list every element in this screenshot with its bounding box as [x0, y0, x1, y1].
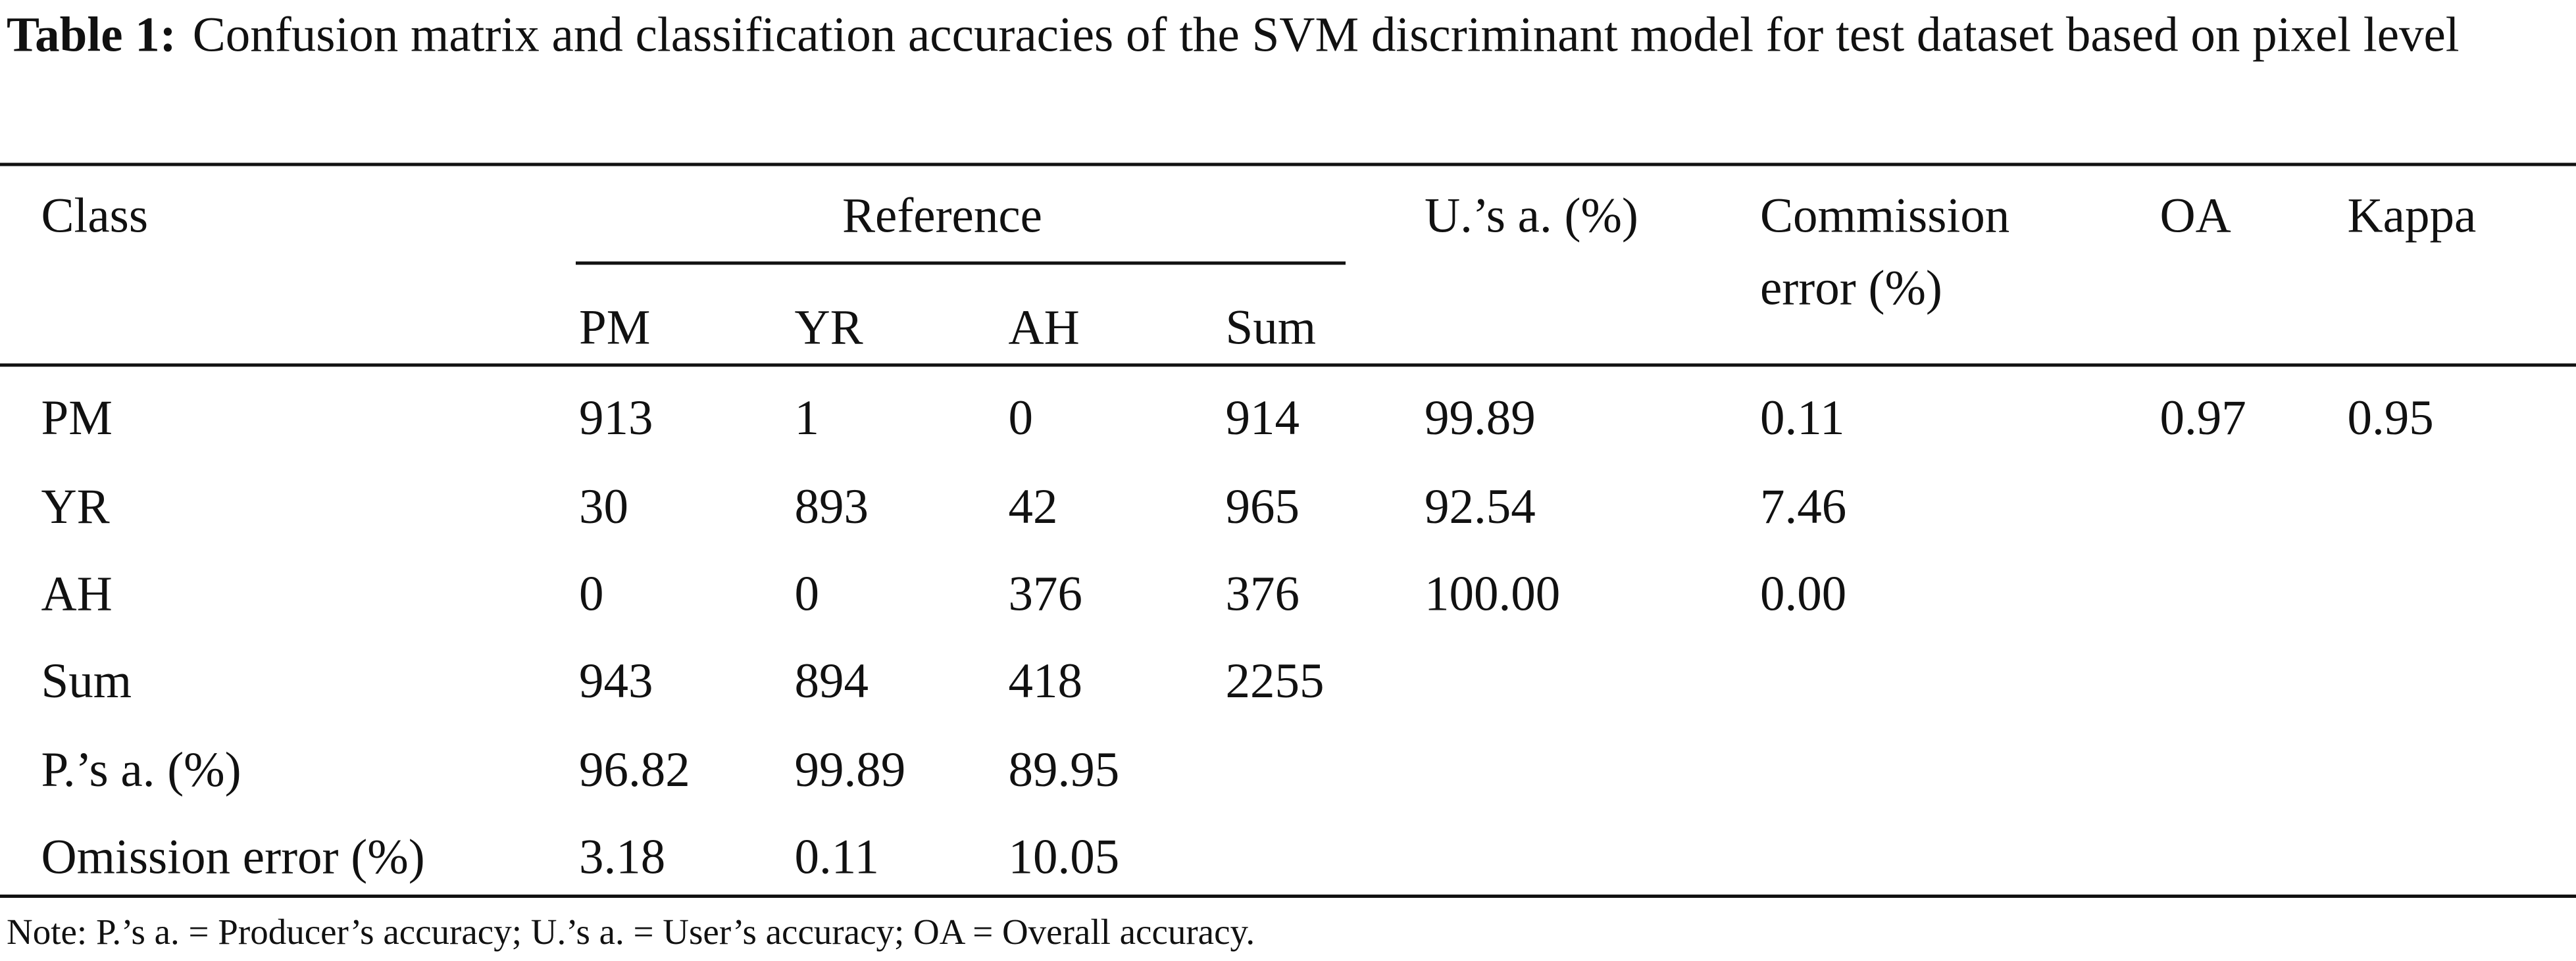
- row-label: Sum: [41, 654, 132, 709]
- table-cell: 99.89: [794, 743, 906, 798]
- subheader-cell: YR: [794, 301, 863, 356]
- subheader-cell: AH: [1008, 301, 1080, 356]
- row-label: YR: [41, 480, 110, 535]
- header-cell: Class: [41, 189, 149, 244]
- table-cell: 100.00: [1425, 567, 1561, 622]
- table-cell: 0.11: [1760, 391, 1845, 446]
- top-rule: [0, 162, 2576, 166]
- table-cell: 913: [579, 391, 653, 446]
- table-cell: 96.82: [579, 743, 690, 798]
- table-cell: 0.00: [1760, 567, 1847, 622]
- table-cell: 893: [794, 480, 869, 535]
- subheader-cell: Sum: [1225, 301, 1317, 356]
- table-cell: 0: [794, 567, 820, 622]
- table-cell: 0: [579, 567, 604, 622]
- row-label: P.’s a. (%): [41, 743, 241, 798]
- caption-text: Confusion matrix and classification accu…: [192, 8, 2460, 63]
- table-cell: 99.89: [1425, 391, 1536, 446]
- table-cell: 965: [1225, 480, 1300, 535]
- table-cell: 894: [794, 654, 869, 709]
- subheader-cell: PM: [579, 301, 651, 356]
- header-cell: OA: [2159, 189, 2231, 244]
- table-cell: 10.05: [1008, 830, 1120, 885]
- table-cell: 42: [1008, 480, 1058, 535]
- header-cell: Kappa: [2347, 189, 2477, 244]
- header-cell: Commission error (%): [1760, 189, 2010, 316]
- table-cell: 1: [794, 391, 820, 446]
- table-cell: 943: [579, 654, 653, 709]
- table-caption: Table 1: Confusion matrix and classificat…: [7, 3, 2573, 69]
- table-cell: 92.54: [1425, 480, 1536, 535]
- row-label: AH: [41, 567, 113, 622]
- table-cell: 914: [1225, 391, 1300, 446]
- table-cell: 89.95: [1008, 743, 1120, 798]
- table-cell: 0.95: [2347, 391, 2434, 446]
- table-cell: 30: [579, 480, 628, 535]
- table-cell: 418: [1008, 654, 1083, 709]
- table-note: Note: P.’s a. = Producer’s accuracy; U.’…: [7, 911, 1255, 952]
- header-cell: Reference: [842, 189, 1042, 244]
- table-cell: 376: [1008, 567, 1083, 622]
- header-cell: U.’s a. (%): [1425, 189, 1638, 244]
- table-cell: 2255: [1225, 654, 1325, 709]
- row-label: Omission error (%): [41, 830, 425, 885]
- header-rule: [0, 363, 2576, 366]
- table-cell: 0.11: [794, 830, 879, 885]
- table-cell: 376: [1225, 567, 1300, 622]
- table-cell: 3.18: [579, 830, 666, 885]
- caption-label: Table 1:: [7, 8, 176, 63]
- table-cell: 0: [1008, 391, 1034, 446]
- bottom-rule: [0, 895, 2576, 897]
- table-cell: 0.97: [2159, 391, 2246, 446]
- table-cell: 7.46: [1760, 480, 1847, 535]
- reference-rule: [576, 261, 1346, 264]
- row-label: PM: [41, 391, 113, 446]
